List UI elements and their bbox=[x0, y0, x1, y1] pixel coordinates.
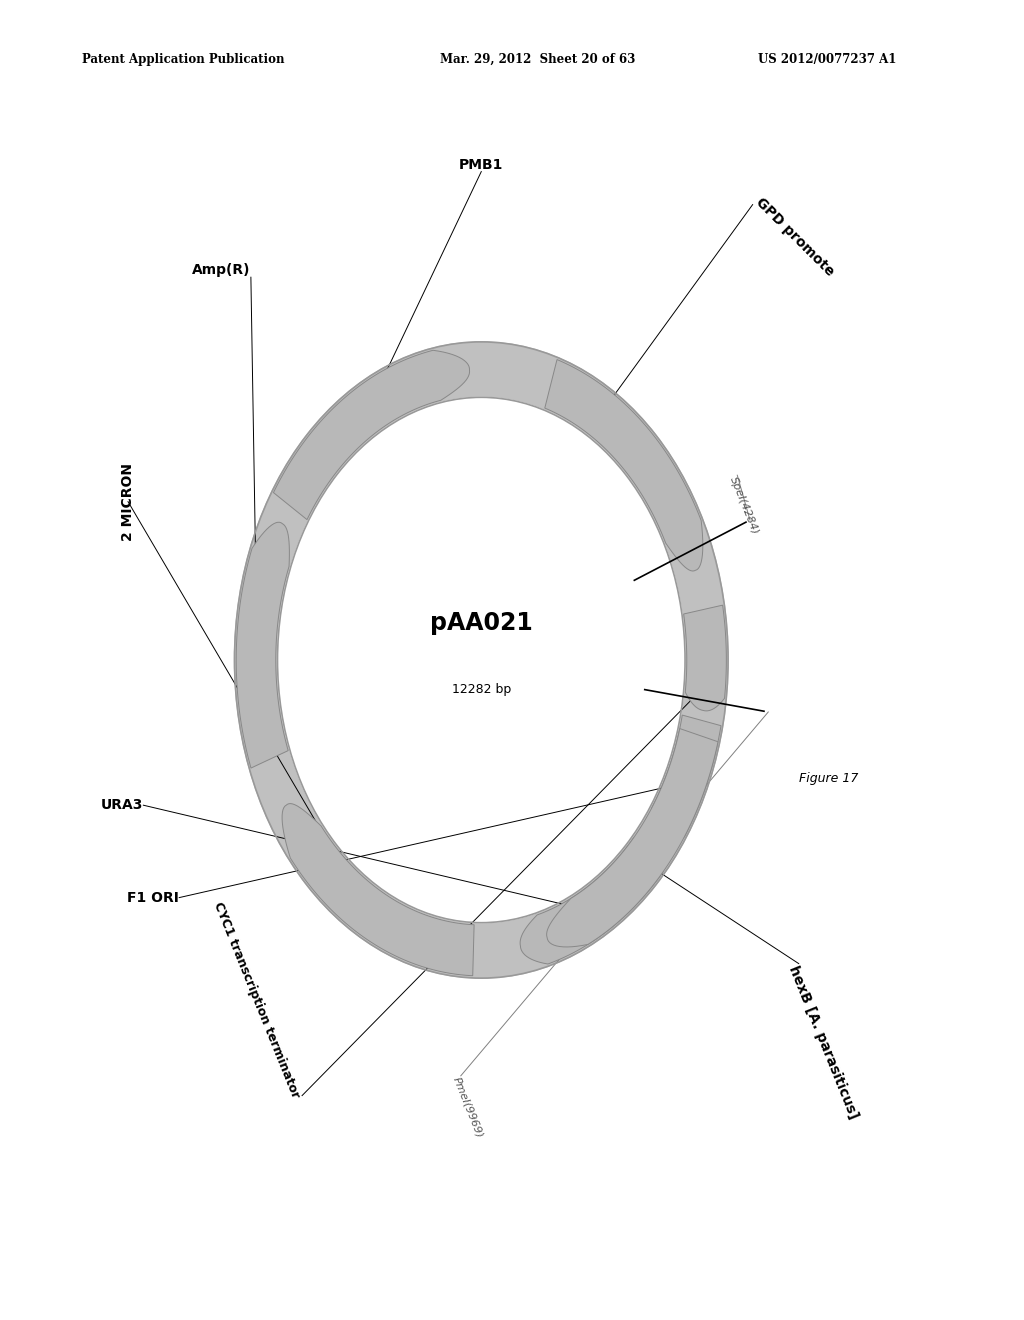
Text: Amp(R): Amp(R) bbox=[193, 263, 251, 277]
Text: pAA021: pAA021 bbox=[430, 611, 532, 635]
Polygon shape bbox=[545, 359, 702, 572]
Circle shape bbox=[234, 342, 728, 978]
Text: URA3: URA3 bbox=[101, 799, 143, 812]
Circle shape bbox=[278, 397, 685, 923]
Polygon shape bbox=[237, 523, 290, 768]
Polygon shape bbox=[273, 350, 470, 520]
Text: PmeI(9969): PmeI(9969) bbox=[452, 1076, 485, 1139]
Text: 12282 bp: 12282 bp bbox=[452, 682, 511, 696]
Text: 2 MICRON: 2 MICRON bbox=[121, 462, 135, 541]
Polygon shape bbox=[520, 837, 664, 964]
Text: Figure 17: Figure 17 bbox=[799, 772, 858, 785]
Polygon shape bbox=[651, 715, 721, 842]
Text: Mar. 29, 2012  Sheet 20 of 63: Mar. 29, 2012 Sheet 20 of 63 bbox=[440, 53, 636, 66]
Text: Patent Application Publication: Patent Application Publication bbox=[82, 53, 285, 66]
Polygon shape bbox=[547, 729, 718, 946]
Polygon shape bbox=[282, 804, 474, 975]
Text: GPD promote: GPD promote bbox=[753, 195, 837, 279]
Text: hexB [A. parasiticus]: hexB [A. parasiticus] bbox=[785, 964, 860, 1121]
Polygon shape bbox=[684, 605, 726, 711]
Text: F1 ORI: F1 ORI bbox=[127, 891, 179, 904]
Text: US 2012/0077237 A1: US 2012/0077237 A1 bbox=[758, 53, 896, 66]
Text: SpeI(4284): SpeI(4284) bbox=[728, 475, 761, 536]
Text: PMB1: PMB1 bbox=[459, 157, 504, 172]
Text: CYC1 transcription terminator: CYC1 transcription terminator bbox=[211, 900, 302, 1101]
